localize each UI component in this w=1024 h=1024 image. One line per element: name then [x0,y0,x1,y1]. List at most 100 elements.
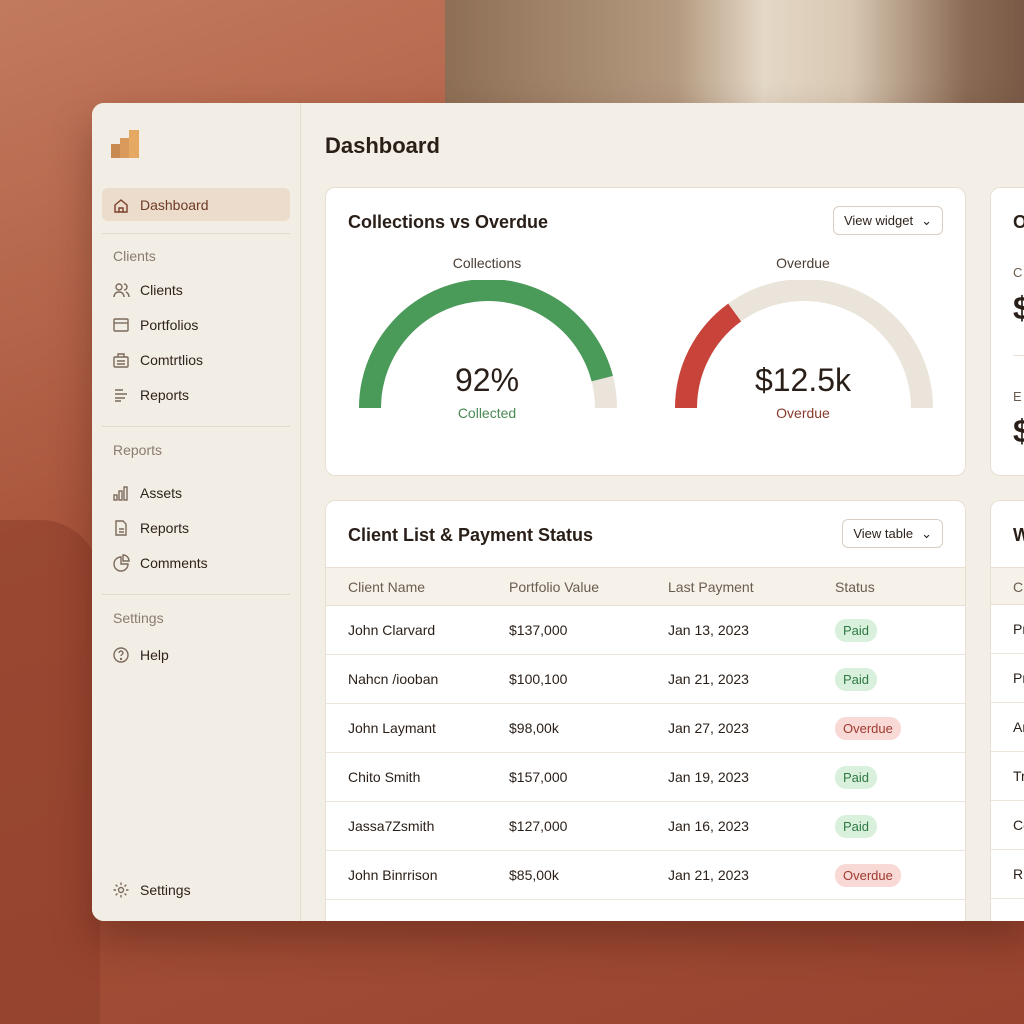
folder-icon [113,317,129,332]
table-cell: Jan 16, 2023 [668,801,835,851]
card-title: Client List & Payment Status [348,525,594,545]
sidebar-section-label: Clients [113,248,156,264]
card-title: Collections vs Overdue [348,212,549,232]
view-table-button[interactable]: View table ⌄ [842,519,943,548]
table-cell: $85,00k [509,850,668,900]
table-cell: $137,000 [509,605,668,655]
table-cell: John Binrrison [326,850,509,900]
sidebar-divider [102,426,290,427]
table-cell: John Clarvard [326,605,509,655]
table-cell: Jan 21, 2023 [668,850,835,900]
sidebar: Dashboard Clients Clients Portfolios Comtrtl… [92,103,301,921]
column-header[interactable]: Status [835,567,965,606]
sidebar-item-label: Clients [140,281,183,298]
list-icon [115,388,127,402]
table-cell: Tr [991,752,1024,801]
table-row[interactable]: Chito Smith $157,000 Jan 19, 2023 Paid [326,752,965,802]
table-cell: Chito Smith [326,752,509,802]
background-shape [0,520,100,1024]
home-icon [114,198,128,213]
pie-chart-icon [113,553,130,572]
sidebar-item-label: Comtrtlios [140,351,204,368]
users-icon [113,282,130,297]
sidebar-item-dashboard[interactable]: Dashboard [102,188,290,221]
table-row[interactable]: John Binrrison $85,00k Jan 21, 2023 Overdue [326,850,965,900]
gauge-fill [675,303,742,409]
bar-chart-icon [113,485,128,501]
sidebar-item-reports[interactable]: Reports [102,511,290,544]
briefcase-icon [113,352,129,368]
table-row[interactable]: John Laymant $98,00k Jan 27, 2023 Overdue [326,703,965,753]
app-window: Dashboard Clients Clients Portfolios Comtrtl… [92,103,1024,921]
chevron-down-icon: ⌄ [921,525,932,541]
gear-icon [113,882,129,897]
column-header[interactable]: Portfolio Value [509,567,668,606]
background-photo [445,0,1024,103]
sidebar-item-portfolios[interactable]: Portfolios [102,308,290,341]
button-label: View table [853,526,914,541]
status-badge: Paid [835,765,878,789]
sidebar-item-reports[interactable]: Reports [102,378,290,411]
sidebar-item-label: Reports [140,519,190,536]
gauge-value: $12.5k [754,362,852,398]
column-header[interactable]: Client Name [326,567,509,606]
status-badge: Overdue [835,716,901,740]
column-header: Cl [991,567,1024,605]
chevron-down-icon: ⌄ [921,212,932,228]
stat-label: C [1013,265,1023,280]
client-list-card: Client List & Payment Status View table ⌄… [325,500,966,921]
table-cell: Jan 19, 2023 [668,752,835,802]
gauge-label: Overdue [776,255,830,271]
logo-icon [111,130,139,158]
stat-value: $ [1013,290,1024,327]
status-cell: Overdue [835,703,965,753]
status-cell: Paid [835,801,965,851]
table-cell: $127,000 [509,801,668,851]
sidebar-item-label: Comments [140,554,208,571]
table-cell: Nahcn /iooban [326,654,509,704]
sidebar-divider [102,233,290,234]
stat-label: E [1013,389,1022,404]
help-icon [113,646,129,663]
sidebar-item-clients[interactable]: Clients [102,273,290,306]
sidebar-item-help[interactable]: Help [102,638,290,671]
table-row[interactable]: Nahcn /iooban $100,100 Jan 21, 2023 Paid [326,654,965,704]
table-cell: $100,100 [509,654,668,704]
card-title: W [1013,525,1024,546]
table-cell: $98,00k [509,703,668,753]
collections-card: Collections vs Overdue View widget ⌄ Coll… [325,187,966,476]
collections-gauge [359,280,617,409]
table-cell: Jan 13, 2023 [668,605,835,655]
sidebar-item-comtrtlios[interactable]: Comtrtlios [102,343,290,376]
sidebar-item-label: Dashboard [140,196,209,213]
status-badge: Paid [835,667,878,691]
status-badge: Overdue [835,863,901,887]
document-icon [115,519,127,536]
column-header[interactable]: Last Payment [668,567,835,606]
view-widget-button[interactable]: View widget ⌄ [832,206,943,235]
gauge-value: 92% [454,362,520,398]
status-badge: Paid [835,618,878,642]
sidebar-item-comments[interactable]: Comments [102,546,290,579]
table-row[interactable]: Jassa7Zsmith $127,000 Jan 16, 2023 Paid [326,801,965,851]
table-row[interactable]: John Clarvard $137,000 Jan 13, 2023 Paid [326,605,965,655]
status-cell: Paid [835,752,965,802]
sidebar-section-label: Settings [113,610,164,626]
page-title: Dashboard [325,133,440,158]
sidebar-item-label: Assets [140,484,183,501]
status-cell: Paid [835,654,965,704]
stat-value: $ [1013,413,1024,450]
table-cell: Jan 27, 2023 [668,703,835,753]
sidebar-item-assets[interactable]: Assets [102,476,290,509]
table-cell: Pr [991,654,1024,703]
table-cell: Jassa7Zsmith [326,801,509,851]
table-cell: $157,000 [509,752,668,802]
main-content: Dashboard Collections vs Overdue View wi… [302,103,1024,921]
sidebar-item-label: Help [140,646,169,663]
gauge-sub: Overdue [776,405,830,421]
table-cell: Ar [991,703,1024,752]
secondary-card: W Cl PrPrArTrCoRu [990,500,1024,921]
sidebar-divider [102,594,290,595]
sidebar-item-settings[interactable]: Settings [102,873,290,906]
status-cell: Overdue [835,850,965,900]
